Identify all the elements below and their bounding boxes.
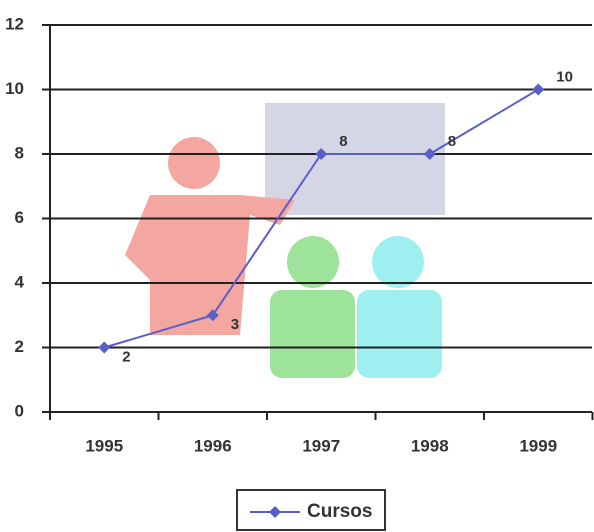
y-tick-label: 8 [15,143,24,162]
legend-label: Cursos [307,501,372,522]
y-tick-label: 6 [15,208,24,227]
x-tick-label: 1999 [519,436,557,455]
marker [532,84,544,96]
y-tick-label: 4 [15,272,25,291]
data-label: 3 [231,316,239,333]
data-label: 2 [122,348,130,365]
x-tick-label: 1998 [411,436,449,455]
data-label: 8 [339,133,347,150]
x-tick-label: 1995 [85,436,123,455]
y-tick-label: 2 [15,337,24,356]
data-label: 8 [448,133,456,150]
y-tick-label: 10 [5,79,24,98]
x-tick-label: 1996 [194,436,232,455]
chart: 0 2 4 6 8 10 12 1995 1996 1997 1998 1999 2 3 8 8 10 Curso… [0,0,594,532]
data-label: 10 [556,68,573,85]
y-tick-label: 12 [5,14,24,33]
marker [98,342,110,354]
y-tick-label: 0 [15,401,24,420]
x-tick-label: 1997 [302,436,340,455]
clipart [125,103,445,378]
